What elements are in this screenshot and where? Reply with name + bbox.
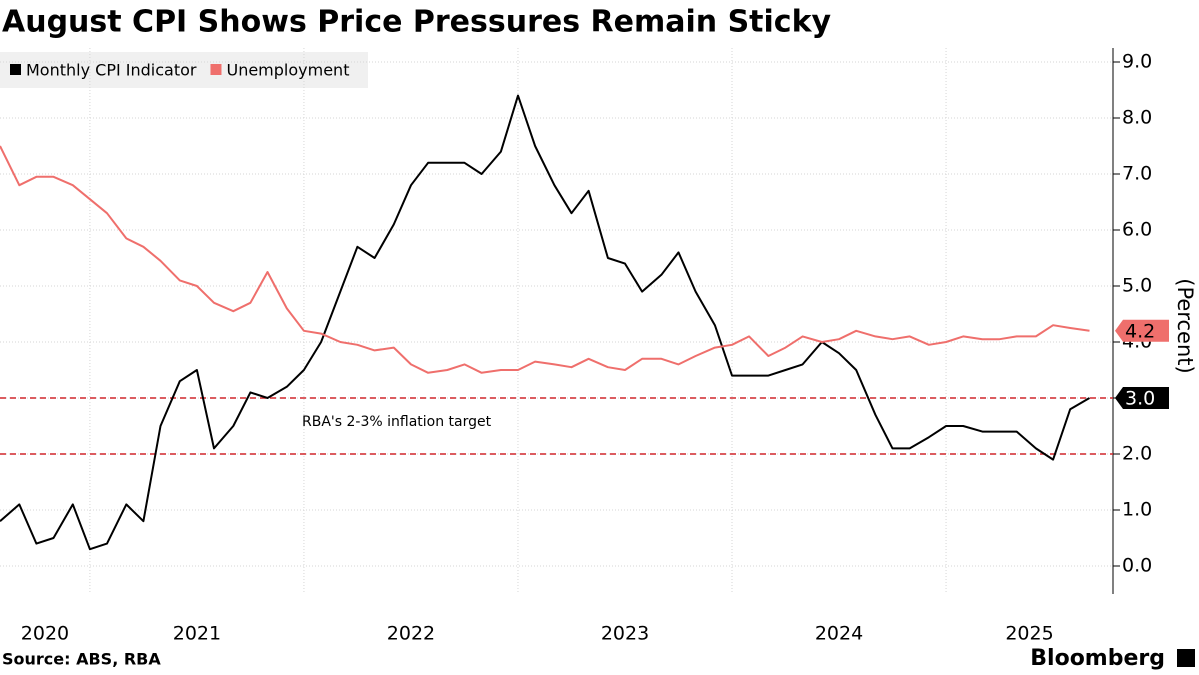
source: Source: ABS, RBA: [2, 650, 161, 669]
y-tick-label: 2.0: [1122, 443, 1152, 465]
x-tick-label: 2020: [21, 623, 69, 645]
y-tick-label: 8.0: [1122, 107, 1152, 129]
brand: Bloomberg: [1030, 646, 1165, 671]
legend-label: Unemployment: [226, 61, 349, 80]
legend-swatch: [10, 64, 21, 75]
y-axis-label: (Percent): [1173, 278, 1197, 373]
x-tick-label: 2024: [815, 623, 863, 645]
chart-title: August CPI Shows Price Pressures Remain …: [2, 5, 832, 40]
x-tick-label: 2021: [173, 623, 221, 645]
y-tick-label: 0.0: [1122, 555, 1152, 577]
legend-background: [0, 52, 368, 88]
legend-swatch: [210, 64, 222, 75]
x-tick-label: 2022: [387, 623, 435, 645]
value-label: 4.2: [1125, 320, 1155, 342]
value-label-box: [1115, 319, 1169, 342]
value-label: 3.0: [1125, 388, 1155, 410]
y-tick-label: 1.0: [1122, 499, 1152, 521]
brand-icon: [1177, 649, 1195, 667]
series-line: [0, 94, 1091, 551]
y-tick-label: 5.0: [1122, 275, 1152, 297]
series-line: [0, 145, 1090, 374]
x-tick-label: 2025: [1005, 623, 1053, 645]
value-label-box: [1115, 387, 1169, 409]
x-tick-label: 2023: [601, 623, 649, 645]
y-tick-label: 9.0: [1122, 51, 1152, 73]
legend-label: Monthly CPI Indicator: [26, 61, 197, 80]
y-tick-label: 6.0: [1122, 219, 1152, 241]
annotation: RBA's 2-3% inflation target: [302, 414, 492, 430]
y-tick-label: 7.0: [1122, 163, 1152, 185]
